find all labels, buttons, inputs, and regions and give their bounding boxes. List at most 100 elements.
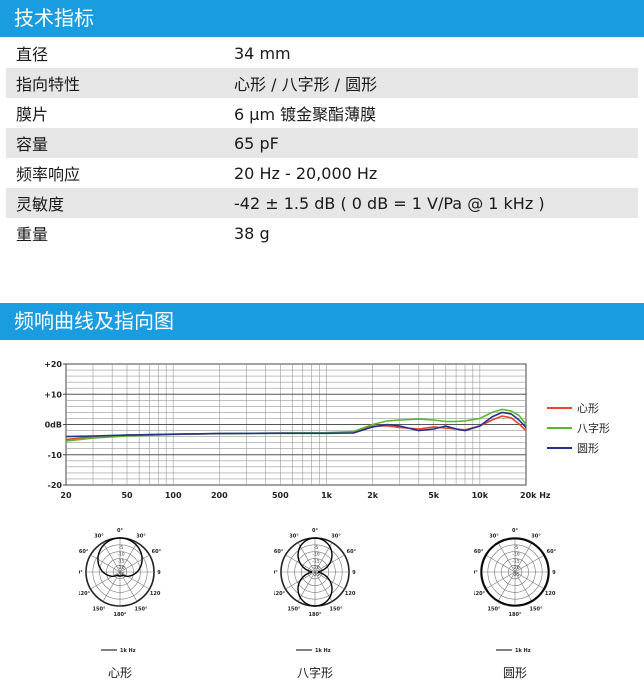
spec-row-polar-pattern: 指向特性 心形 / 八字形 / 圆形 (6, 68, 638, 98)
polar-caption-omni: 圆形 (502, 666, 527, 680)
x-tick-label: 100 (165, 491, 182, 500)
legend-label: 圆形 (577, 442, 599, 455)
polar-ring-label: -15 (312, 558, 319, 564)
x-tick-label: 5k (428, 491, 440, 500)
polar-angle-label: 0° (512, 528, 518, 534)
polar-ring-label: -25 (512, 572, 519, 578)
polar-angle-label: 90° (157, 570, 161, 576)
polar-pattern-omni: -5-10-15-20-25 0° 30° 30° 60° 60° 90° 90° 120° 12… (474, 528, 556, 654)
polar-angle-label: 60° (152, 549, 161, 555)
polar-angle-label: 150° (530, 606, 543, 612)
spec-value: 20 Hz - 20,000 Hz (234, 163, 378, 183)
polar-spoke (297, 571, 316, 602)
polar-caption-cardioid: 心形 (107, 666, 132, 680)
polar-angle-label: 150° (288, 606, 301, 612)
polar-spoke (485, 571, 516, 590)
polar-spoke (119, 542, 138, 573)
polar-spoke (314, 571, 333, 602)
polar-spoke (497, 542, 516, 573)
x-tick-label: 1k (321, 491, 333, 500)
polar-ring-label: -20 (512, 565, 519, 571)
polar-angle-label: 90° (552, 570, 556, 576)
polar-angle-label: 120° (345, 591, 356, 597)
polar-legend-label: 1k Hz (515, 648, 531, 654)
polar-legend-label: 1k Hz (120, 648, 136, 654)
spec-label: 频率响应 (16, 165, 81, 184)
spec-value: 65 pF (234, 133, 279, 153)
polar-ring-label: -5 (119, 545, 124, 551)
polar-angle-label: 60° (474, 549, 484, 555)
polar-angle-label: 90° (474, 570, 478, 576)
polar-response-curve (97, 537, 143, 578)
spec-row-capacitance: 容量 65 pF (6, 128, 638, 158)
polar-angle-label: 30° (289, 534, 299, 540)
polar-spoke (119, 554, 150, 573)
polar-spoke (90, 571, 121, 590)
polar-pattern-cardioid: -5-10-15-20-25 0° 30° 30° 60° 60° 90° 90° 120° 12… (79, 528, 161, 654)
spec-row-weight: 重量 38 g (6, 218, 638, 248)
polar-ring-label: -10 (512, 552, 519, 558)
polar-caption-figure8: 八字形 (296, 666, 333, 680)
y-tick-label: +10 (44, 390, 62, 399)
polar-response-curve (297, 537, 333, 607)
series-line (65, 411, 527, 438)
y-tick-label: -20 (48, 481, 63, 490)
polar-angle-label: 120° (274, 591, 286, 597)
polar-ring-label: -25 (117, 572, 124, 578)
x-tick-label: 200 (211, 491, 228, 500)
polar-ring-label: -20 (117, 565, 124, 571)
polar-spoke (297, 542, 316, 573)
polar-ring-label: -5 (314, 545, 319, 551)
spec-label: 灵敏度 (16, 195, 65, 214)
polar-spoke (102, 542, 121, 573)
frequency-response-section-title: 频响曲线及指向图 (0, 303, 644, 340)
polar-ring-label: -5 (514, 545, 519, 551)
polar-ring-label: -10 (312, 552, 319, 558)
polar-spoke (119, 571, 150, 590)
spec-label: 膜片 (16, 105, 49, 124)
y-tick-label: -10 (48, 451, 63, 460)
polar-angle-label: 150° (135, 606, 148, 612)
polar-angle-label: 120° (79, 591, 91, 597)
polar-spoke (514, 542, 533, 573)
polar-angle-label: 0° (312, 528, 318, 534)
spec-row-diaphragm: 膜片 6 μm 镀金聚酯薄膜 (6, 98, 638, 128)
legend-label: 心形 (577, 402, 599, 415)
spec-row-sensitivity: 灵敏度 -42 ± 1.5 dB ( 0 dB = 1 V/Pa @ 1 kHz… (6, 188, 638, 218)
polar-angle-label: 180° (114, 612, 127, 618)
x-tick-label: 20k Hz (520, 491, 551, 500)
spec-label: 指向特性 (16, 75, 81, 94)
polar-ring-label: -10 (117, 552, 124, 558)
polar-angle-label: 30° (136, 534, 146, 540)
polar-angle-label: 30° (94, 534, 104, 540)
spec-label: 直径 (16, 45, 49, 64)
polar-angle-label: 180° (509, 612, 522, 618)
polar-angle-label: 120° (150, 591, 161, 597)
spec-row-frequency-response: 频率响应 20 Hz - 20,000 Hz (6, 158, 638, 188)
spec-value: 6 μm 镀金聚酯薄膜 (234, 105, 377, 124)
polar-angle-label: 30° (531, 534, 541, 540)
spec-value: 34 mm (234, 43, 291, 63)
polar-spoke (497, 571, 516, 602)
polar-angle-label: 150° (330, 606, 343, 612)
polar-angle-label: 120° (545, 591, 556, 597)
spec-label: 重量 (16, 225, 49, 244)
polar-spoke (514, 571, 545, 590)
polar-angle-label: 150° (488, 606, 501, 612)
spec-label: 容量 (16, 135, 49, 154)
polar-angle-label: 90° (79, 570, 83, 576)
polar-ring-label: -15 (117, 558, 124, 564)
spec-value: 心形 / 八字形 / 圆形 (234, 75, 378, 94)
polar-ring-label: -25 (312, 572, 319, 578)
polar-ring-label: -15 (512, 558, 519, 564)
polar-spoke (119, 571, 138, 602)
x-tick-label: 500 (272, 491, 289, 500)
polar-spoke (514, 554, 545, 573)
x-tick-label: 10k (472, 491, 489, 500)
polar-spoke (485, 554, 516, 573)
y-tick-label: 0dB (45, 421, 62, 430)
polar-angle-label: 30° (331, 534, 341, 540)
polar-angle-label: 150° (93, 606, 106, 612)
polar-angle-label: 180° (309, 612, 322, 618)
